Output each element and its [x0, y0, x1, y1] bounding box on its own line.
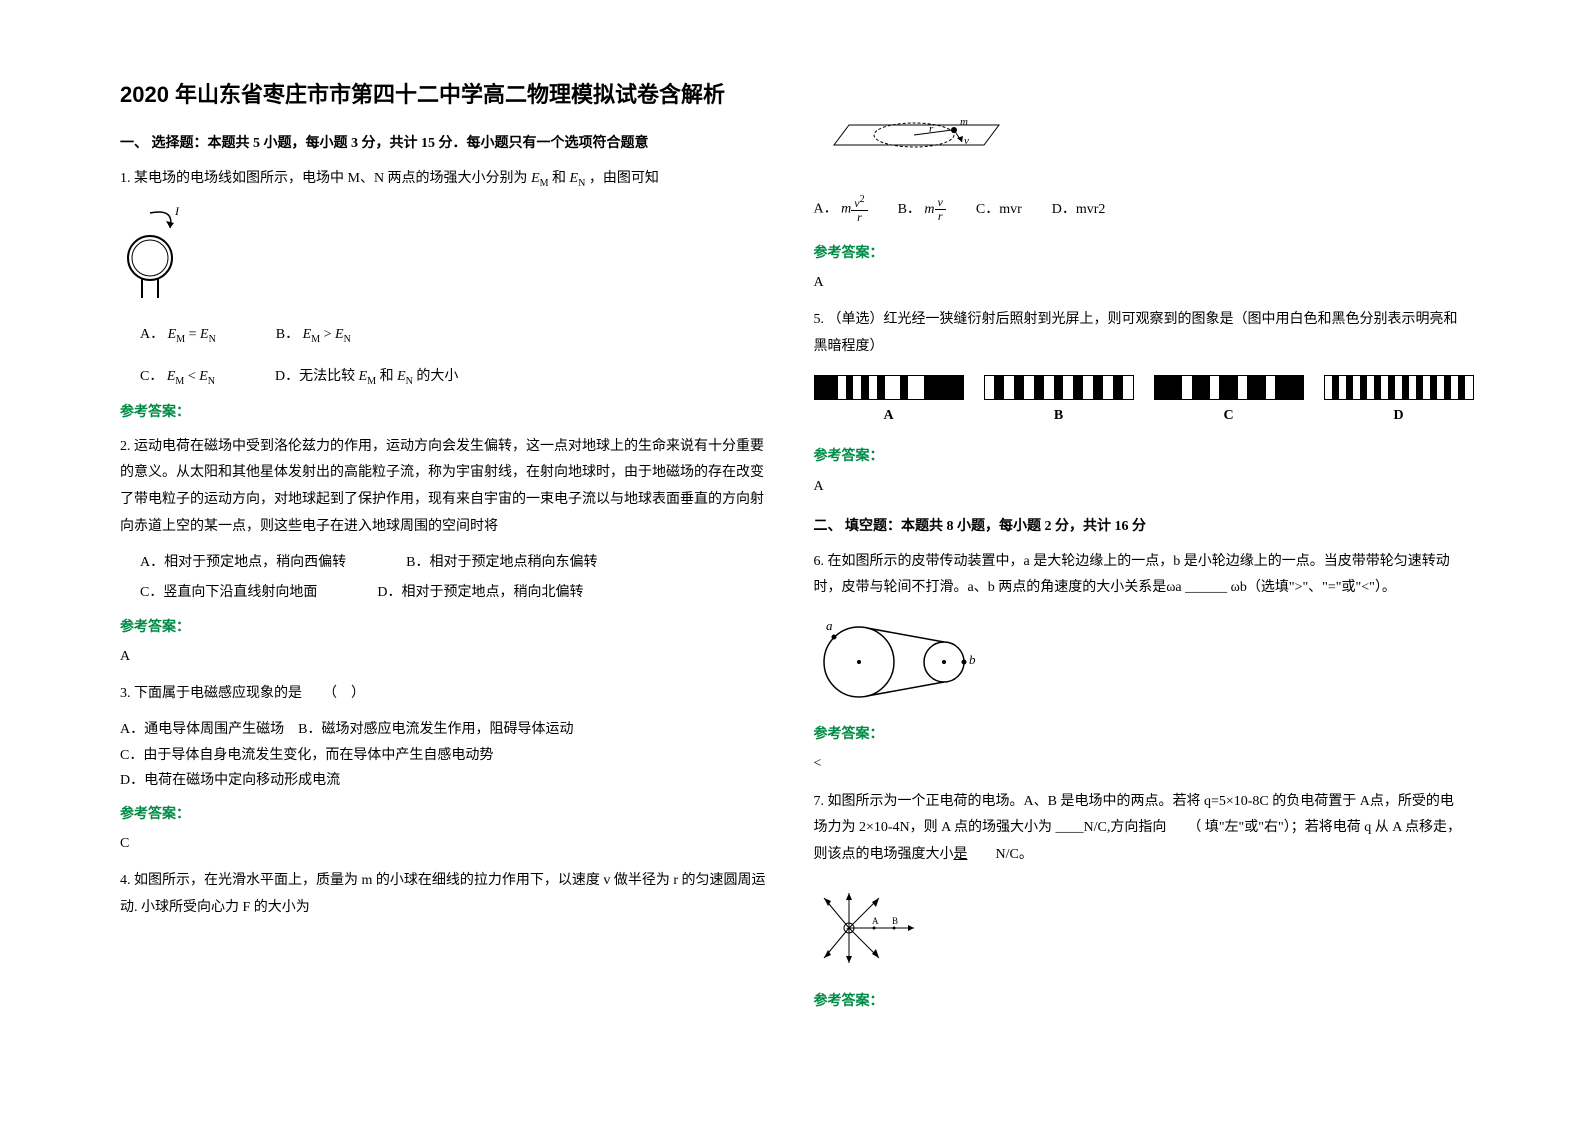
q5-labelB: B [1054, 403, 1063, 428]
q4-answer: A [814, 270, 1468, 295]
section1-header: 一、 选择题：本题共 5 小题，每小题 3 分，共计 15 分．每小题只有一个选… [120, 131, 774, 156]
q6-answer-label: 参考答案： [814, 721, 1468, 746]
q7-diagram: + A B [814, 878, 1468, 977]
q2-optA: A．相对于预定地点，稍向西偏转 [140, 550, 346, 575]
q1-em: EM [531, 171, 548, 186]
q4-optB: B． mvr [898, 196, 946, 223]
svg-text:I: I [174, 204, 180, 218]
q2-answer-label: 参考答案： [120, 614, 774, 639]
q1-text3: ，由图可知 [589, 171, 659, 186]
q1-en: EN [570, 171, 586, 186]
q1-optC: C． EM < EN [140, 364, 215, 391]
q1-text2: 和 [552, 171, 566, 186]
q5-answer: A [814, 474, 1468, 499]
svg-text:m: m [960, 116, 968, 128]
question-4: 4. 如图所示，在光滑水平面上，质量为 m 的小球在细线的拉力作用下，以速度 v… [120, 868, 774, 921]
q1-options: A． EM = EN B． EM > EN C． EM < EN D．无法比较 … [140, 322, 774, 391]
q2-optC: C．竖直向下沿直线射向地面 [140, 580, 317, 605]
q5-labelA: A [883, 403, 893, 428]
q2-optB: B．相对于预定地点稍向东偏转 [406, 550, 597, 575]
q3-optA: A．通电导体周围产生磁场 [120, 722, 284, 737]
q5-pattern-B: B [984, 375, 1134, 428]
q2-options: A．相对于预定地点，稍向西偏转 B．相对于预定地点稍向东偏转 C．竖直向下沿直线… [140, 550, 774, 605]
q3-options: A．通电导体周围产生磁场 B．磁场对感应电流发生作用，阻碍导体运动 C．由于导体… [120, 717, 774, 793]
q4-diagram: r m v [814, 90, 1468, 179]
q3-optD: D．电荷在磁场中定向移动形成电流 [120, 768, 774, 793]
q1-optB: B． EM > EN [276, 322, 351, 349]
q7-text2: 是 [954, 847, 968, 862]
q3-answer: C [120, 831, 774, 856]
svg-text:B: B [892, 916, 898, 926]
svg-text:A: A [872, 916, 879, 926]
q5-pattern-D: D [1324, 375, 1474, 428]
q5-pattern-A: A [814, 375, 964, 428]
q6-diagram: a b [814, 612, 1468, 711]
svg-text:b: b [969, 652, 976, 667]
right-column: r m v A． mv2r B． mvr C．mvr D．mvr2 参考答案： … [794, 80, 1488, 1082]
section2-header: 二、 填空题：本题共 8 小题，每小题 2 分，共计 16 分 [814, 514, 1468, 539]
q5-pattern-C: C [1154, 375, 1304, 428]
q1-optA: A． EM = EN [140, 322, 216, 349]
question-6: 6. 在如图所示的皮带传动装置中，a 是大轮边缘上的一点，b 是小轮边缘上的一点… [814, 549, 1468, 602]
q1-text: 1. 某电场的电场线如图所示，电场中 M、N 两点的场强大小分别为 [120, 171, 528, 186]
q6-answer: < [814, 751, 1468, 776]
q4-optA: A． mv2r [814, 194, 868, 224]
question-2: 2. 运动电荷在磁场中受到洛伦兹力的作用，运动方向会发生偏转，这一点对地球上的生… [120, 434, 774, 540]
q3-answer-label: 参考答案： [120, 801, 774, 826]
q1-diagram: I [120, 203, 774, 312]
q7-text1: 7. 如图所示为一个正电荷的电场。A、B 是电场中的两点。若将 q=5×10-8… [814, 794, 1462, 862]
question-3: 3. 下面属于电磁感应现象的是 （ ） [120, 681, 774, 708]
svg-text:a: a [826, 618, 833, 633]
q5-labelD: D [1393, 403, 1403, 428]
question-7: 7. 如图所示为一个正电荷的电场。A、B 是电场中的两点。若将 q=5×10-8… [814, 789, 1468, 869]
q1-answer-label: 参考答案： [120, 399, 774, 424]
q4-optD: D．mvr2 [1052, 197, 1106, 222]
q4-optC: C．mvr [976, 197, 1022, 222]
question-1: 1. 某电场的电场线如图所示，电场中 M、N 两点的场强大小分别为 EM 和 E… [120, 166, 774, 193]
q5-labelC: C [1223, 403, 1233, 428]
q7-text3: N/C。 [968, 847, 1033, 862]
q2-answer: A [120, 644, 774, 669]
q3-optC: C．由于导体自身电流发生变化，而在导体中产生自感电动势 [120, 743, 774, 768]
exam-title: 2020 年山东省枣庄市市第四十二中学高二物理模拟试卷含解析 [120, 80, 774, 111]
svg-text:r: r [929, 123, 934, 135]
q7-answer-label: 参考答案： [814, 988, 1468, 1013]
q4-answer-label: 参考答案： [814, 240, 1468, 265]
q1-optD: D．无法比较 EM 和 EN 的大小 [275, 364, 458, 391]
question-5: 5. （单选）红光经一狭缝衍射后照射到光屏上，则可观察到的图象是（图中用白色和黑… [814, 307, 1468, 360]
q5-answer-label: 参考答案： [814, 443, 1468, 468]
q3-optB: B．磁场对感应电流发生作用，阻碍导体运动 [298, 722, 573, 737]
q5-diagrams: A B [814, 375, 1468, 428]
svg-text:v: v [964, 135, 969, 147]
left-column: 2020 年山东省枣庄市市第四十二中学高二物理模拟试卷含解析 一、 选择题：本题… [100, 80, 794, 1082]
q2-optD: D．相对于预定地点，稍向北偏转 [377, 580, 583, 605]
q4-options: A． mv2r B． mvr C．mvr D．mvr2 [814, 194, 1468, 224]
